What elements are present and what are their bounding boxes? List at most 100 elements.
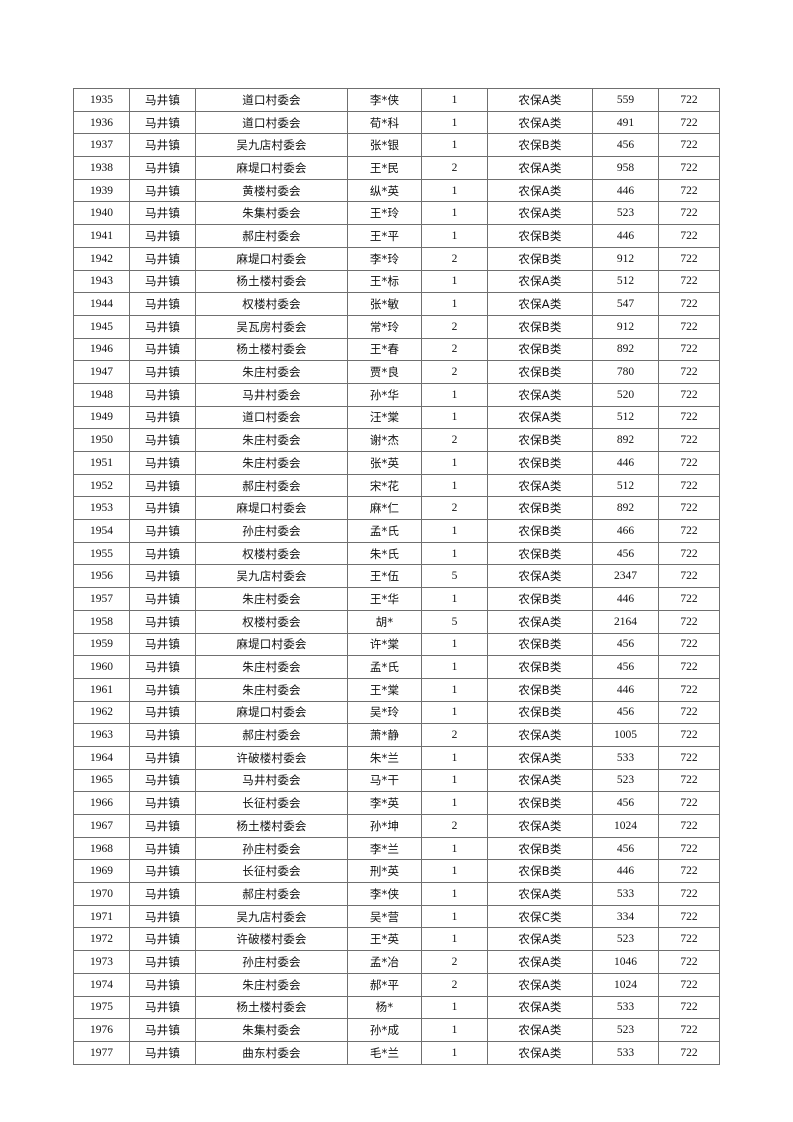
cell-standard-total: 722 — [658, 972, 720, 997]
cell-person-name: 郝*平 — [347, 972, 422, 997]
cell-amount: 2347 — [592, 564, 659, 589]
table-row: 1968 马井镇 孙庄村委会 李*兰 1 农保B类 456 722 — [73, 836, 720, 861]
cell-person-count: 1 — [421, 1040, 488, 1065]
cell-town: 马井镇 — [129, 382, 196, 407]
cell-person-name: 胡* — [347, 609, 422, 634]
cell-town: 马井镇 — [129, 564, 196, 589]
cell-village-committee: 朱庄村委会 — [195, 655, 348, 679]
cell-sequence-number: 1963 — [73, 723, 130, 747]
cell-town: 马井镇 — [129, 519, 196, 543]
table-row: 1956 马井镇 吴九店村委会 王*伍 5 农保A类 2347 722 — [73, 564, 720, 589]
cell-insurance-category: 农保A类 — [487, 88, 593, 112]
cell-insurance-category: 农保A类 — [487, 156, 593, 180]
cell-person-count: 2 — [421, 360, 488, 384]
cell-insurance-category: 农保A类 — [487, 927, 593, 952]
cell-sequence-number: 1958 — [73, 609, 130, 634]
cell-insurance-category: 农保A类 — [487, 814, 593, 838]
table-row: 1957 马井镇 朱庄村委会 王*华 1 农保B类 446 722 — [73, 587, 720, 611]
cell-standard-total: 722 — [658, 814, 720, 838]
cell-person-name: 王*伍 — [347, 564, 422, 589]
cell-person-count: 2 — [421, 428, 488, 452]
cell-person-count: 1 — [421, 473, 488, 498]
cell-village-committee: 郝庄村委会 — [195, 882, 348, 906]
cell-person-count: 1 — [421, 1018, 488, 1042]
cell-amount: 512 — [592, 405, 659, 430]
cell-person-name: 朱*氏 — [347, 541, 422, 566]
cell-person-count: 2 — [421, 723, 488, 747]
cell-insurance-category: 农保A类 — [487, 950, 593, 974]
cell-sequence-number: 1959 — [73, 632, 130, 657]
cell-person-count: 1 — [421, 405, 488, 430]
cell-insurance-category: 农保B类 — [487, 677, 593, 702]
cell-amount: 2164 — [592, 609, 659, 634]
cell-town: 马井镇 — [129, 314, 196, 339]
cell-sequence-number: 1965 — [73, 768, 130, 793]
cell-standard-total: 722 — [658, 723, 720, 747]
cell-person-name: 王*民 — [347, 156, 422, 180]
cell-sequence-number: 1971 — [73, 904, 130, 929]
cell-amount: 456 — [592, 133, 659, 158]
cell-sequence-number: 1964 — [73, 745, 130, 770]
cell-village-committee: 马井村委会 — [195, 768, 348, 793]
cell-amount: 958 — [592, 156, 659, 180]
cell-village-committee: 道口村委会 — [195, 88, 348, 112]
table-row: 1960 马井镇 朱庄村委会 孟*氏 1 农保B类 456 722 — [73, 655, 720, 679]
cell-town: 马井镇 — [129, 88, 196, 112]
cell-person-name: 王*标 — [347, 269, 422, 294]
cell-person-count: 2 — [421, 496, 488, 521]
cell-town: 马井镇 — [129, 292, 196, 316]
cell-person-name: 麻*仁 — [347, 496, 422, 521]
table-row: 1967 马井镇 杨土楼村委会 孙*坤 2 农保A类 1024 722 — [73, 814, 720, 838]
cell-standard-total: 722 — [658, 587, 720, 611]
cell-insurance-category: 农保B类 — [487, 428, 593, 452]
cell-person-name: 谢*杰 — [347, 428, 422, 452]
cell-person-count: 1 — [421, 791, 488, 815]
cell-insurance-category: 农保A类 — [487, 564, 593, 589]
cell-town: 马井镇 — [129, 745, 196, 770]
cell-insurance-category: 农保A类 — [487, 178, 593, 203]
cell-village-committee: 吴九店村委会 — [195, 904, 348, 929]
cell-amount: 491 — [592, 110, 659, 135]
cell-sequence-number: 1962 — [73, 700, 130, 725]
table-row: 1950 马井镇 朱庄村委会 谢*杰 2 农保B类 892 722 — [73, 428, 720, 452]
cell-standard-total: 722 — [658, 314, 720, 339]
cell-person-count: 1 — [421, 88, 488, 112]
cell-standard-total: 722 — [658, 224, 720, 248]
cell-sequence-number: 1977 — [73, 1040, 130, 1065]
cell-village-committee: 黄楼村委会 — [195, 178, 348, 203]
cell-amount: 446 — [592, 224, 659, 248]
cell-amount: 456 — [592, 655, 659, 679]
cell-town: 马井镇 — [129, 224, 196, 248]
cell-sequence-number: 1941 — [73, 224, 130, 248]
cell-standard-total: 722 — [658, 496, 720, 521]
cell-amount: 334 — [592, 904, 659, 929]
cell-standard-total: 722 — [658, 88, 720, 112]
cell-insurance-category: 农保A类 — [487, 292, 593, 316]
cell-person-name: 吴*玲 — [347, 700, 422, 725]
cell-amount: 523 — [592, 768, 659, 793]
cell-insurance-category: 农保B类 — [487, 836, 593, 861]
table-row: 1951 马井镇 朱庄村委会 张*英 1 农保B类 446 722 — [73, 451, 720, 475]
cell-person-name: 张*英 — [347, 451, 422, 475]
cell-standard-total: 722 — [658, 451, 720, 475]
cell-amount: 533 — [592, 882, 659, 906]
cell-village-committee: 道口村委会 — [195, 110, 348, 135]
table-row: 1975 马井镇 杨土楼村委会 杨* 1 农保A类 533 722 — [73, 995, 720, 1020]
cell-town: 马井镇 — [129, 609, 196, 634]
cell-village-committee: 权楼村委会 — [195, 541, 348, 566]
cell-insurance-category: 农保A类 — [487, 473, 593, 498]
cell-standard-total: 722 — [658, 1040, 720, 1065]
table-row: 1972 马井镇 许破楼村委会 王*英 1 农保A类 523 722 — [73, 927, 720, 952]
table-row: 1943 马井镇 杨土楼村委会 王*标 1 农保A类 512 722 — [73, 269, 720, 294]
cell-standard-total: 722 — [658, 745, 720, 770]
cell-town: 马井镇 — [129, 473, 196, 498]
cell-town: 马井镇 — [129, 246, 196, 271]
cell-town: 马井镇 — [129, 360, 196, 384]
cell-insurance-category: 农保B类 — [487, 859, 593, 884]
cell-sequence-number: 1942 — [73, 246, 130, 271]
cell-sequence-number: 1952 — [73, 473, 130, 498]
cell-person-name: 孙*成 — [347, 1018, 422, 1042]
cell-sequence-number: 1967 — [73, 814, 130, 838]
cell-person-count: 1 — [421, 655, 488, 679]
table-row: 1948 马井镇 马井村委会 孙*华 1 农保A类 520 722 — [73, 382, 720, 407]
